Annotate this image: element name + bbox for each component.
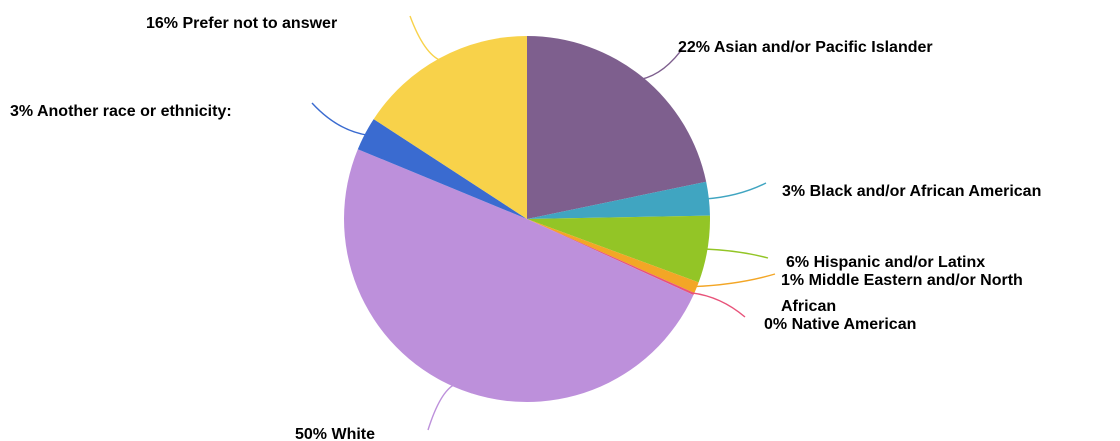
- slice-label-middle-eastern-line-2: African: [781, 298, 836, 315]
- slice-black-african-american: [527, 181, 710, 219]
- slice-label-middle-eastern-north-african: 1% Middle Eastern and/or North African: [781, 272, 1027, 315]
- slice-native-american-leader-line: [691, 292, 746, 318]
- slice-another-race-leader-line: [311, 102, 368, 136]
- pie-slices: [344, 36, 711, 402]
- slice-middle-eastern-north-african-leader-line: [693, 273, 776, 288]
- slice-black-african-american-leader-line: [705, 182, 767, 200]
- slice-another-race: [357, 119, 527, 219]
- slice-native-american: [527, 219, 695, 296]
- slice-label-native-american: 0% Native American: [764, 316, 916, 333]
- slice-asian-pacific-islander: [527, 36, 707, 219]
- slice-label-white: 50% White: [295, 426, 375, 441]
- slice-label-asian-pacific-islander: 22% Asian and/or Pacific Islander: [678, 39, 933, 56]
- slice-label-prefer-not-to-answer: 16% Prefer not to answer: [146, 15, 337, 32]
- slice-white-leader-line: [427, 383, 456, 431]
- slice-label-another-race: 3% Another race or ethnicity:: [10, 103, 232, 120]
- slice-hispanic-latinx: [527, 215, 711, 283]
- leader-lines: [311, 15, 776, 431]
- slice-prefer-not-to-answer: [373, 36, 527, 219]
- slice-prefer-not-to-answer-leader-line: [409, 15, 442, 62]
- slice-label-hispanic-latinx: 6% Hispanic and/or Latinx: [786, 254, 985, 271]
- slice-hispanic-latinx-leader-line: [704, 248, 769, 259]
- slice-label-middle-eastern-line-1: 1% Middle Eastern and/or North: [781, 272, 1023, 289]
- slice-asian-pacific-islander-leader-line: [640, 44, 686, 81]
- slice-middle-eastern-north-african: [527, 219, 699, 293]
- slice-white: [344, 149, 694, 402]
- slice-label-black-african-american: 3% Black and/or African American: [782, 183, 1041, 200]
